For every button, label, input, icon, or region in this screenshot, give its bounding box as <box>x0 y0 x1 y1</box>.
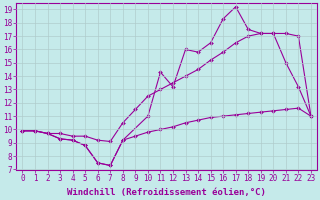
X-axis label: Windchill (Refroidissement éolien,°C): Windchill (Refroidissement éolien,°C) <box>67 188 266 197</box>
